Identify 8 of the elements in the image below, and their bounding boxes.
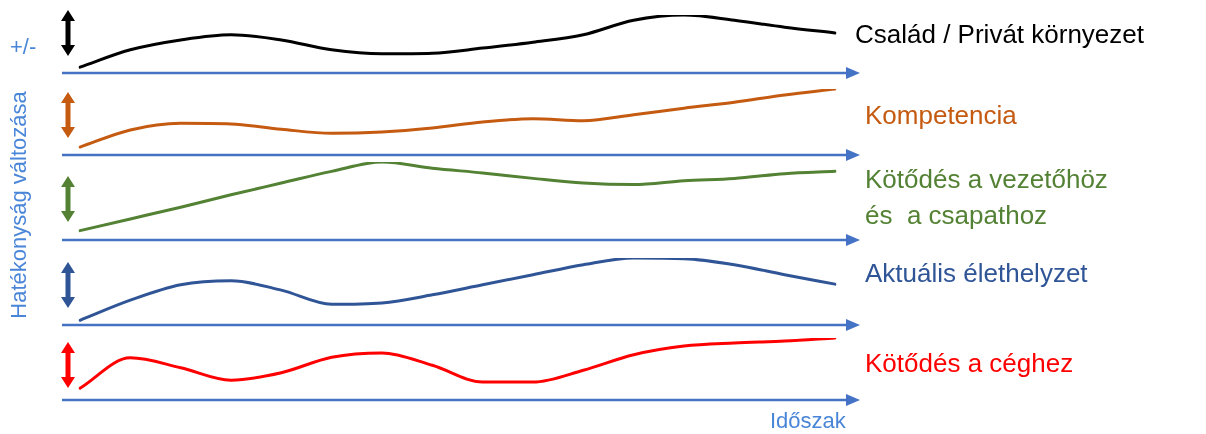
series-label: Kompetencia	[865, 99, 1017, 132]
x-axis-title: Időszak	[770, 408, 846, 434]
text: +/-	[10, 34, 37, 60]
series-label: Kötődés a vezetőhöz és a csapathoz	[865, 163, 1108, 232]
series-label: Kötődés a céghez	[865, 347, 1074, 380]
y-axis-title: Hatékonyság változása	[5, 91, 32, 319]
series-label: Aktuális élethelyzet	[865, 257, 1088, 290]
series-label: Család / Privát környezet	[855, 18, 1145, 51]
